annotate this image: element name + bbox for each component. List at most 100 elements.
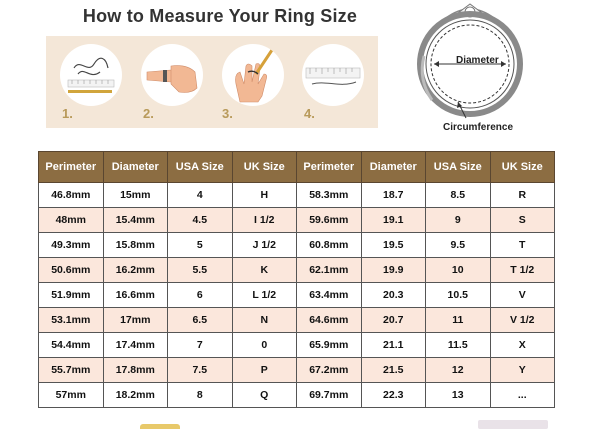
table-cell: 9	[425, 207, 491, 233]
ring-product-edge	[140, 424, 180, 429]
ring-cross-section-icon	[410, 0, 530, 136]
table-cell: 69.7mm	[296, 382, 362, 408]
table-row: 54.4mm 17.4mm 7 0 65.9mm 21.1 11.5 X	[38, 332, 555, 358]
table-row: 57mm 18.2mm 8 Q 69.7mm 22.3 13 ...	[38, 382, 555, 408]
column-header-perimeter: Perimeter	[296, 151, 362, 183]
table-cell: N	[231, 307, 297, 333]
table-cell: 67.2mm	[296, 357, 362, 383]
table-cell: 6.5	[167, 307, 233, 333]
table-cell: 58.3mm	[296, 182, 362, 208]
table-cell: 22.3	[360, 382, 426, 408]
table-cell: 16.2mm	[102, 257, 168, 283]
step-number-2: 2.	[143, 106, 154, 121]
table-cell: K	[231, 257, 297, 283]
table-cell: T 1/2	[489, 257, 555, 283]
table-cell: 62.1mm	[296, 257, 362, 283]
table-cell: 17.4mm	[102, 332, 168, 358]
diameter-label: Diameter	[456, 55, 499, 66]
step-number-3: 3.	[222, 106, 233, 121]
table-row: 55.7mm 17.8mm 7.5 P 67.2mm 21.5 12 Y	[38, 357, 555, 383]
table-cell: P	[231, 357, 297, 383]
table-cell: 49.3mm	[38, 232, 104, 258]
table-cell: T	[489, 232, 555, 258]
table-cell: 13	[425, 382, 491, 408]
table-cell: 10	[425, 257, 491, 283]
table-cell: 10.5	[425, 282, 491, 308]
table-cell: 16.6mm	[102, 282, 168, 308]
table-cell: 20.3	[360, 282, 426, 308]
table-cell: 8	[167, 382, 233, 408]
table-cell: H	[231, 182, 297, 208]
table-cell: R	[489, 182, 555, 208]
table-header-row: Perimeter Diameter USA Size UK Size Peri…	[38, 151, 555, 183]
column-header-diameter: Diameter	[102, 151, 168, 183]
table-row: 50.6mm 16.2mm 5.5 K 62.1mm 19.9 10 T 1/2	[38, 257, 555, 283]
table-cell: X	[489, 332, 555, 358]
table-cell: 18.7	[360, 182, 426, 208]
column-header-usa-size: USA Size	[167, 151, 233, 183]
table-cell: 15.4mm	[102, 207, 168, 233]
table-cell: 7	[167, 332, 233, 358]
table-cell: 12	[425, 357, 491, 383]
table-cell: 60.8mm	[296, 232, 362, 258]
table-cell: 15mm	[102, 182, 168, 208]
table-cell: 19.1	[360, 207, 426, 233]
column-header-usa-size: USA Size	[425, 151, 491, 183]
table-cell: 55.7mm	[38, 357, 104, 383]
table-row: 49.3mm 15.8mm 5 J 1/2 60.8mm 19.5 9.5 T	[38, 232, 555, 258]
table-cell: 7.5	[167, 357, 233, 383]
table-cell: V 1/2	[489, 307, 555, 333]
table-cell: J 1/2	[231, 232, 297, 258]
table-cell: 19.9	[360, 257, 426, 283]
measuring-steps-panel: 1. 2. 3. 4.	[46, 36, 378, 128]
table-cell: 46.8mm	[38, 182, 104, 208]
table-cell: 5	[167, 232, 233, 258]
table-cell: 15.8mm	[102, 232, 168, 258]
step-number-1: 1.	[62, 106, 73, 121]
table-cell: 11.5	[425, 332, 491, 358]
table-cell: 4.5	[167, 207, 233, 233]
table-cell: 17.8mm	[102, 357, 168, 383]
ruler-measure-icon	[302, 44, 364, 106]
column-header-perimeter: Perimeter	[38, 151, 104, 183]
table-cell: 64.6mm	[296, 307, 362, 333]
table-cell: 8.5	[425, 182, 491, 208]
table-cell: 11	[425, 307, 491, 333]
table-cell: 53.1mm	[38, 307, 104, 333]
table-cell: L 1/2	[231, 282, 297, 308]
table-cell: 50.6mm	[38, 257, 104, 283]
table-cell: Q	[231, 382, 297, 408]
table-cell: 21.5	[360, 357, 426, 383]
step-number-4: 4.	[304, 106, 315, 121]
page-title: How to Measure Your Ring Size	[82, 6, 358, 26]
hand-marking-icon	[222, 44, 284, 106]
table-cell: 59.6mm	[296, 207, 362, 233]
table-cell: 6	[167, 282, 233, 308]
ring-size-table: Perimeter Diameter USA Size UK Size Peri…	[38, 151, 555, 408]
column-header-uk-size: UK Size	[231, 151, 297, 183]
string-and-ruler-icon	[60, 44, 122, 106]
table-cell: 20.7	[360, 307, 426, 333]
table-cell: 5.5	[167, 257, 233, 283]
table-row: 51.9mm 16.6mm 6 L 1/2 63.4mm 20.3 10.5 V	[38, 282, 555, 308]
table-cell: V	[489, 282, 555, 308]
table-cell: 4	[167, 182, 233, 208]
table-cell: ...	[489, 382, 555, 408]
table-row: 46.8mm 15mm 4 H 58.3mm 18.7 8.5 R	[38, 182, 555, 208]
table-cell: 65.9mm	[296, 332, 362, 358]
table-cell: 19.5	[360, 232, 426, 258]
table-cell: 57mm	[38, 382, 104, 408]
table-cell: Y	[489, 357, 555, 383]
finger-wrapped-icon	[141, 44, 203, 106]
table-cell: 18.2mm	[102, 382, 168, 408]
table-row: 48mm 15.4mm 4.5 I 1/2 59.6mm 19.1 9 S	[38, 207, 555, 233]
table-cell: 48mm	[38, 207, 104, 233]
table-cell: I 1/2	[231, 207, 297, 233]
column-header-uk-size: UK Size	[489, 151, 555, 183]
table-cell: 54.4mm	[38, 332, 104, 358]
circumference-label: Circumference	[443, 122, 514, 133]
table-cell: 17mm	[102, 307, 168, 333]
ring-box-edge	[478, 420, 548, 429]
table-cell: S	[489, 207, 555, 233]
table-cell: 51.9mm	[38, 282, 104, 308]
